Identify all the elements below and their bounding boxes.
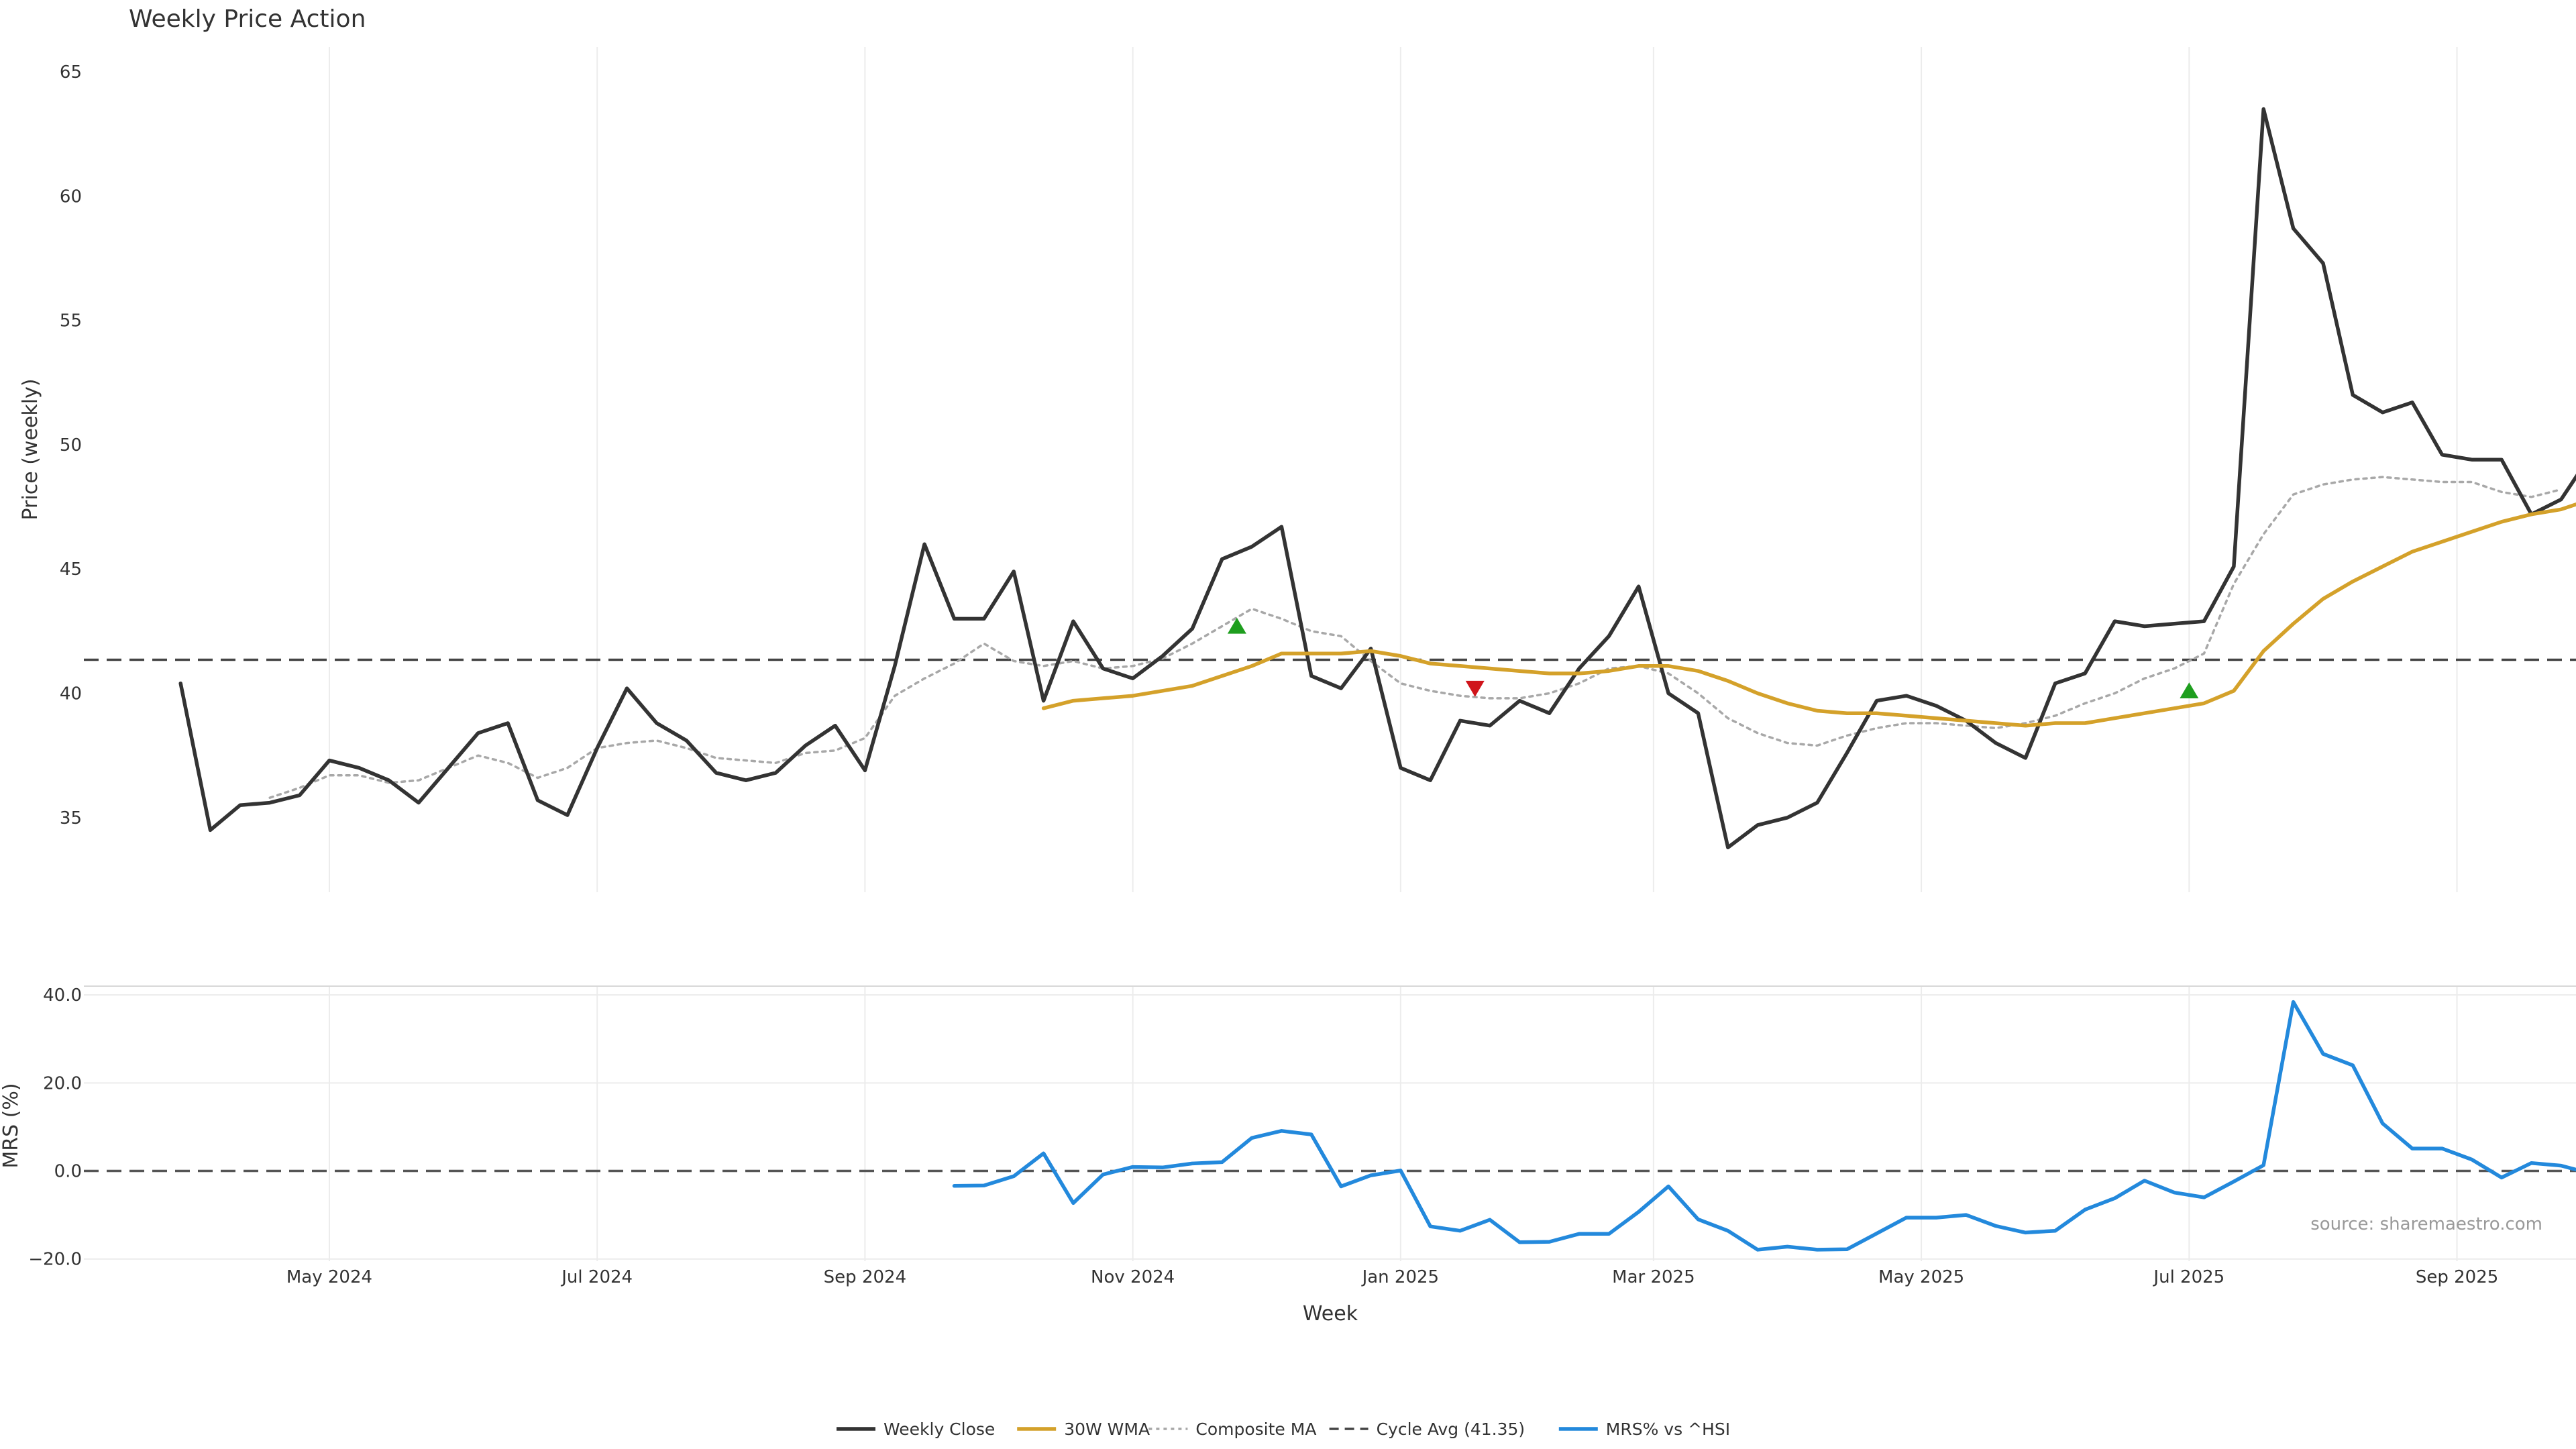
x-tick-mar-2025: Mar 2025 xyxy=(1612,1267,1695,1287)
price-y-tick-35: 35 xyxy=(60,808,82,828)
legend-item-30w-wma: 30W WMA xyxy=(1017,1419,1150,1439)
signal-markers xyxy=(1227,617,2199,699)
buy-signal-marker-1 xyxy=(1227,617,1246,634)
chart-title: Weekly Price Action xyxy=(129,5,366,33)
source-note: source: sharemaestro.com xyxy=(2310,1214,2542,1234)
x-tick-sep-2025: Sep 2025 xyxy=(2416,1267,2498,1287)
x-tick-sep-2024: Sep 2024 xyxy=(824,1267,906,1287)
legend-label-composite-ma: Composite MA xyxy=(1195,1419,1316,1439)
x-tick-may-2025: May 2025 xyxy=(1878,1267,1964,1287)
price-y-tick-60: 60 xyxy=(60,186,82,207)
x-tick-nov-2024: Nov 2024 xyxy=(1091,1267,1175,1287)
price-y-tick-50: 50 xyxy=(60,435,82,455)
mrs-y-tick-0-0: 0.0 xyxy=(54,1162,82,1182)
price-line-composite-ma xyxy=(268,476,2563,799)
legend-label-cycle-avg-41-35: Cycle Avg (41.35) xyxy=(1377,1419,1525,1439)
price-line-30w-wma xyxy=(1041,502,2576,728)
price-y-axis-label: Price (weekly) xyxy=(19,378,42,520)
legend: Weekly Close 30W WMA Composite MA Cycle Avg… xyxy=(837,1419,1730,1439)
price-y-tick-40: 40 xyxy=(60,684,82,704)
mrs-gridlines xyxy=(84,986,2576,1261)
price-y-tick-55: 55 xyxy=(60,311,82,331)
x-tick-may-2024: May 2024 xyxy=(286,1267,372,1287)
x-ticks: May 2024 Jul 2024 Sep 2024 Nov 2024 Jan 2025… xyxy=(286,1267,2498,1287)
buy-signal-marker-3 xyxy=(2180,682,2199,699)
price-series xyxy=(84,107,2576,850)
mrs-y-axis-label: MRS (%) xyxy=(0,1083,23,1168)
legend-label-mrs-vs-hsi: MRS% vs ^HSI xyxy=(1606,1419,1730,1439)
mrs-y-tick-20-0: 20.0 xyxy=(43,1073,82,1093)
price-y-tick-45: 45 xyxy=(60,559,82,580)
x-tick-jul-2024: Jul 2024 xyxy=(560,1267,633,1287)
mrs-y-tick-20-0: −20.0 xyxy=(28,1250,82,1270)
legend-label-weekly-close: Weekly Close xyxy=(883,1419,995,1439)
x-tick-jan-2025: Jan 2025 xyxy=(1361,1267,1440,1287)
mrs-y-ticks: −20.0 0.0 20.0 40.0 xyxy=(28,985,82,1270)
mrs-y-tick-40-0: 40.0 xyxy=(43,985,82,1006)
price-line-weekly-close xyxy=(178,107,2576,850)
x-tick-jul-2025: Jul 2025 xyxy=(2152,1267,2224,1287)
mrs-line-mrs-vs-hsi xyxy=(952,1000,2576,1252)
price-y-ticks: 35 40 45 50 55 60 65 xyxy=(60,62,82,828)
mrs-series xyxy=(84,1000,2576,1252)
legend-item-cycle-avg-41-35: Cycle Avg (41.35) xyxy=(1329,1419,1525,1439)
legend-item-weekly-close: Weekly Close xyxy=(837,1419,995,1439)
x-axis-label: Week xyxy=(1303,1302,1358,1326)
legend-item-mrs-vs-hsi: MRS% vs ^HSI xyxy=(1558,1419,1730,1439)
price-y-tick-65: 65 xyxy=(60,62,82,83)
price-gridlines xyxy=(328,47,2458,892)
legend-label-30w-wma: 30W WMA xyxy=(1064,1419,1150,1439)
legend-item-composite-ma: Composite MA xyxy=(1148,1419,1316,1439)
sell-signal-marker-2 xyxy=(1465,680,1485,697)
